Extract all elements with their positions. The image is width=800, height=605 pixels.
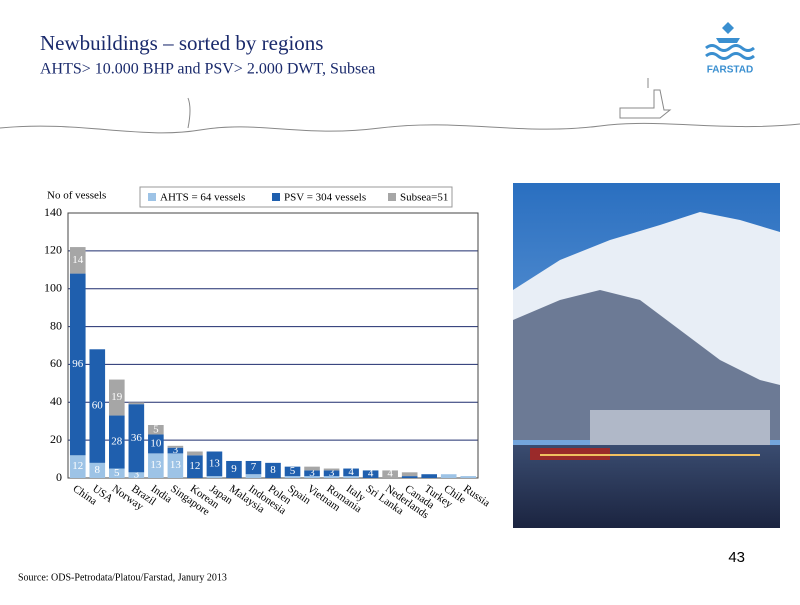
data-label: 13 <box>150 459 162 471</box>
y-tick-label: 80 <box>50 318 62 332</box>
legend-box <box>139 186 453 208</box>
legend-label: AHTS = 64 vessels <box>160 192 245 204</box>
data-label: 12 <box>72 460 83 472</box>
legend-swatch <box>388 193 396 201</box>
data-label: 5 <box>153 423 159 435</box>
data-label: 4 <box>348 466 354 478</box>
photo <box>513 183 780 528</box>
data-label: 60 <box>92 400 104 412</box>
legend-label: PSV = 304 vessels <box>284 192 366 204</box>
chart: No of vessels 020406080100120140129614Ch… <box>44 186 492 521</box>
data-label: 36 <box>131 432 143 444</box>
data-label: 13 <box>209 457 221 469</box>
data-label: 19 <box>111 391 123 403</box>
bar-segment <box>109 415 125 469</box>
y-tick-label: 60 <box>50 356 62 370</box>
bar-segment <box>69 273 86 456</box>
data-label: 7 <box>251 461 257 473</box>
y-tick-label: 0 <box>56 470 62 484</box>
data-label: 4 <box>368 468 374 480</box>
y-tick-label: 100 <box>44 280 62 294</box>
bar-segment <box>245 460 262 475</box>
source: Source: ODS-Petrodata/Platou/Farstad, Ja… <box>18 572 227 583</box>
bar-segment <box>148 434 164 454</box>
bar-segment <box>89 349 106 463</box>
title: Newbuildings – sorted by regions <box>40 31 323 55</box>
bar-segment <box>187 455 203 478</box>
data-label: 3 <box>309 467 315 479</box>
legend-label: Subsea=51 <box>400 192 448 204</box>
bar-segment <box>109 379 125 416</box>
data-label: 8 <box>95 464 101 476</box>
bar-segment <box>323 468 340 471</box>
legend: AHTS = 64 vessels PSV = 304 vessels Subsea… <box>139 186 453 208</box>
bar-segment <box>304 466 320 471</box>
bar-segment <box>284 466 301 477</box>
bar-segment <box>440 474 457 478</box>
data-label: 3 <box>134 469 140 481</box>
bar-segment <box>343 468 359 477</box>
bar-segment <box>206 476 223 478</box>
y-tick-label: 140 <box>44 205 62 219</box>
data-label: 14 <box>72 254 84 266</box>
bar-segment <box>421 474 437 478</box>
data-label: 28 <box>111 436 123 448</box>
bar-segment <box>69 247 86 274</box>
bar-segment <box>128 472 145 478</box>
bar-segment <box>382 470 398 478</box>
ship-sketch <box>187 78 672 129</box>
bar-segment <box>323 476 340 478</box>
bar-segment <box>69 455 86 478</box>
bar-segment <box>148 425 164 435</box>
bar-segment <box>265 462 281 478</box>
bar-segment <box>128 402 145 405</box>
data-label: 8 <box>270 464 276 476</box>
data-label: 12 <box>189 460 200 472</box>
y-tick-label: 20 <box>50 432 62 446</box>
data-label: 4 <box>387 468 393 480</box>
data-label: 13 <box>170 459 182 471</box>
y-axis-label: No of vessels <box>47 190 106 202</box>
bar-segment <box>401 476 418 478</box>
bar-segment <box>284 476 301 478</box>
bar-segment <box>401 472 418 477</box>
y-tick-label: 120 <box>44 243 62 257</box>
bar-segment <box>323 470 340 477</box>
wave-line <box>0 122 800 134</box>
bar-segment <box>109 468 125 478</box>
logo: FARSTAD <box>705 22 755 76</box>
legend-swatch <box>272 193 280 201</box>
bar-segment <box>167 453 184 478</box>
bar-segment <box>362 470 379 478</box>
bar-segment <box>343 476 359 478</box>
bar-segment <box>128 404 145 473</box>
bar-segment <box>89 462 106 478</box>
y-tick-label: 40 <box>50 394 62 408</box>
data-label: 3 <box>329 467 335 479</box>
bar-segment <box>187 451 203 456</box>
legend-swatch <box>148 193 156 201</box>
bar-segment <box>245 474 262 478</box>
data-label: 10 <box>150 437 162 449</box>
bar-segment <box>304 476 320 478</box>
data-label: 3 <box>173 444 179 456</box>
bar-segment <box>226 460 242 478</box>
subtitle: AHTS> 10.000 BHP and PSV> 2.000 DWT, Sub… <box>40 61 375 78</box>
bar-segment <box>304 470 320 477</box>
page-number: 43 <box>728 549 745 566</box>
bar-segment <box>206 451 223 477</box>
bar-segment <box>167 445 184 448</box>
bar-segment <box>167 447 184 454</box>
data-label: 9 <box>231 463 237 475</box>
data-label: 5 <box>290 465 296 477</box>
bar-segment <box>460 476 477 478</box>
bar-segment <box>148 453 164 478</box>
logo-text: FARSTAD <box>707 65 753 76</box>
data-label: 96 <box>72 358 84 370</box>
data-label: 5 <box>114 467 120 479</box>
